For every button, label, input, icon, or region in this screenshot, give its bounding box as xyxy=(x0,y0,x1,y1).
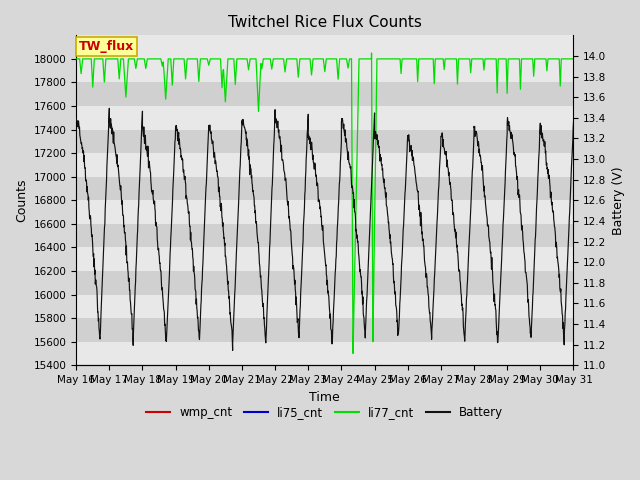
Bar xyxy=(76,342,573,365)
Title: Twitchel Rice Flux Counts: Twitchel Rice Flux Counts xyxy=(228,15,422,30)
X-axis label: Time: Time xyxy=(309,391,340,404)
Bar xyxy=(76,59,573,83)
Bar xyxy=(76,130,573,153)
Bar xyxy=(76,295,573,318)
Y-axis label: Battery (V): Battery (V) xyxy=(612,166,625,235)
Bar xyxy=(76,153,573,177)
Bar xyxy=(76,83,573,106)
Bar xyxy=(76,106,573,130)
Bar xyxy=(76,200,573,224)
Bar xyxy=(76,224,573,247)
Text: TW_flux: TW_flux xyxy=(79,40,134,53)
Y-axis label: Counts: Counts xyxy=(15,179,28,222)
Bar xyxy=(76,318,573,342)
Legend: wmp_cnt, li75_cnt, li77_cnt, Battery: wmp_cnt, li75_cnt, li77_cnt, Battery xyxy=(141,401,508,424)
Bar xyxy=(76,177,573,200)
Bar xyxy=(76,247,573,271)
Bar xyxy=(76,271,573,295)
